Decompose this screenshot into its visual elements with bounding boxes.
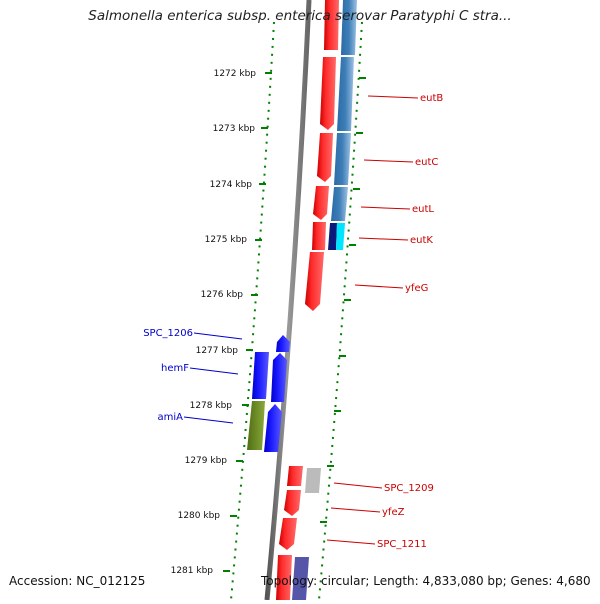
gene-steel-eutL[interactable] xyxy=(331,187,348,221)
position-ticks: 1272 kbp 1273 kbp 1274 kbp 1275 kbp 1276… xyxy=(171,69,272,576)
track-outline-right xyxy=(318,21,363,601)
tick-label: 1277 kbp xyxy=(196,346,239,356)
reverse-strand-genes xyxy=(247,335,290,452)
gene-hemF[interactable] xyxy=(252,352,269,399)
gene-steel-top[interactable] xyxy=(341,0,357,55)
gene-label-SPC_1209[interactable]: SPC_1209 xyxy=(384,483,434,494)
gene-label-eutC[interactable]: eutC xyxy=(415,157,438,168)
leader-line xyxy=(363,159,414,163)
leader-line xyxy=(326,539,376,545)
gene-label-yfeZ[interactable]: yfeZ xyxy=(382,507,405,518)
gene-eutK-fwd[interactable] xyxy=(312,222,326,250)
gene-amiA-inner[interactable] xyxy=(264,404,282,452)
tick-label: 1275 kbp xyxy=(205,235,248,245)
tick-label: 1279 kbp xyxy=(185,456,228,466)
tick-label: 1281 kbp xyxy=(171,566,214,576)
second-track-genes xyxy=(292,0,357,600)
leader-line xyxy=(354,284,404,289)
gene-hemF-inner[interactable] xyxy=(271,353,287,402)
gene-label-eutL[interactable]: eutL xyxy=(412,204,434,215)
genome-backbone xyxy=(264,0,312,601)
tick-label: 1276 kbp xyxy=(201,290,244,300)
leader-line xyxy=(189,367,239,375)
leader-line xyxy=(330,507,381,513)
leader-line xyxy=(358,237,409,241)
gene-SPC_1211[interactable] xyxy=(279,518,297,550)
genome-summary-text: Topology: circular; Length: 4,833,080 bp… xyxy=(261,574,591,588)
gene-amiA[interactable] xyxy=(247,401,265,450)
gene-SPC_1206[interactable] xyxy=(276,335,290,352)
leader-line xyxy=(367,95,419,99)
gene-label-eutK[interactable]: eutK xyxy=(410,235,433,246)
gene-yfeZ[interactable] xyxy=(284,490,301,516)
tick-label: 1272 kbp xyxy=(214,69,257,79)
gene-label-amiA[interactable]: amiA xyxy=(158,412,184,423)
gene-label-SPC_1206[interactable]: SPC_1206 xyxy=(143,328,193,339)
tick-label: 1274 kbp xyxy=(210,180,253,190)
gene-slate-bottom[interactable] xyxy=(292,557,309,600)
accession-text: Accession: NC_012125 xyxy=(9,574,146,588)
tick-label: 1278 kbp xyxy=(190,401,233,411)
gene-SPC_1209[interactable] xyxy=(287,466,303,486)
gene-eutK-cyan[interactable] xyxy=(336,223,345,250)
gene-grey[interactable] xyxy=(305,468,321,493)
gene-forward-bottom[interactable] xyxy=(276,555,292,600)
right-track-dashes xyxy=(320,77,366,523)
gene-label-SPC_1211[interactable]: SPC_1211 xyxy=(377,539,427,550)
gene-label-hemF[interactable]: hemF xyxy=(161,363,189,374)
gene-steel-eutB[interactable] xyxy=(337,57,354,131)
tick-label: 1273 kbp xyxy=(213,124,256,134)
left-gene-labels: SPC_1206 hemF amiA xyxy=(143,328,243,424)
forward-strand-genes xyxy=(276,0,339,600)
genome-title: Salmonella enterica subsp. enterica sero… xyxy=(88,8,512,24)
gene-eutK-navy[interactable] xyxy=(328,223,337,250)
gene-forward-top[interactable] xyxy=(324,0,339,50)
gene-yfeG[interactable] xyxy=(305,252,324,311)
gene-label-eutB[interactable]: eutB xyxy=(420,93,443,104)
gene-eutL[interactable] xyxy=(313,186,329,220)
right-gene-labels: eutB eutC eutL eutK yfeG SPC_1209 yfeZ S… xyxy=(326,93,443,550)
leader-line xyxy=(193,332,243,340)
gene-steel-eutC[interactable] xyxy=(334,133,351,185)
tick-label: 1280 kbp xyxy=(178,511,221,521)
gene-label-yfeG[interactable]: yfeG xyxy=(405,283,428,294)
track-outline-left xyxy=(230,21,275,601)
gene-eutB[interactable] xyxy=(320,57,336,130)
leader-line xyxy=(333,482,383,489)
gene-eutC[interactable] xyxy=(317,133,333,182)
leader-line xyxy=(360,206,411,210)
leader-line xyxy=(183,416,234,424)
